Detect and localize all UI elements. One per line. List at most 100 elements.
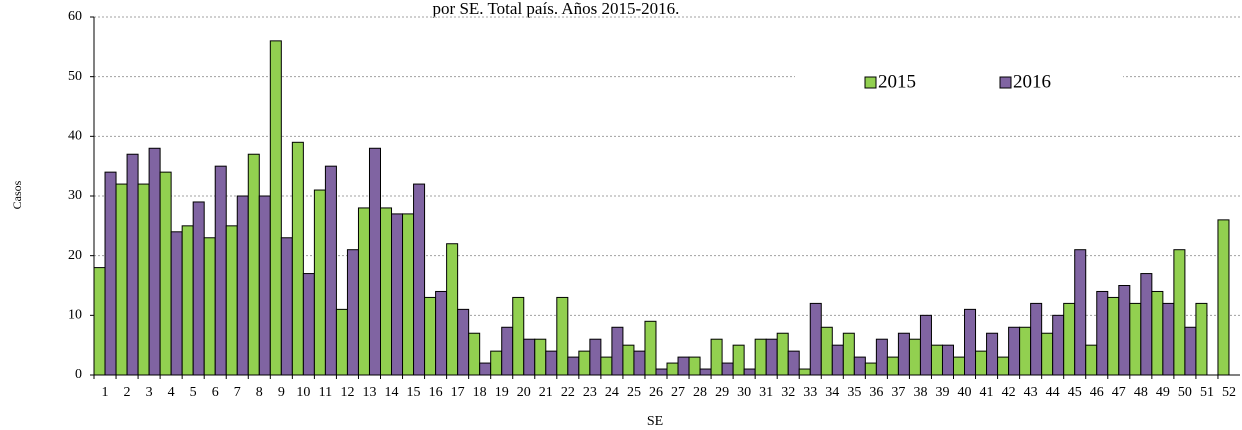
bar [688,356,701,376]
bar [545,350,558,376]
bar [765,338,778,376]
bar [964,308,977,376]
bar [622,344,635,376]
legend-box [795,66,1123,100]
bar [842,332,855,376]
bar [380,207,393,376]
x-tick-label: 39 [935,385,949,400]
bar [269,40,282,376]
bar [875,338,888,376]
x-tick-label: 51 [1200,385,1214,400]
bar [490,350,503,376]
x-tick-label: 29 [715,385,729,400]
bar [644,320,657,376]
x-tick-label: 32 [781,385,795,400]
bar [1151,290,1164,376]
x-tick-label: 49 [1156,385,1170,400]
x-tick-label: 52 [1222,385,1236,400]
x-tick-label: 50 [1178,385,1192,400]
bar [710,338,723,376]
bar [523,338,536,376]
bar [280,237,293,376]
bar [919,314,932,376]
bar [1162,302,1175,376]
bar [424,296,437,376]
bar [975,350,988,376]
bar [831,344,844,376]
bar [809,302,822,376]
y-tick-label: 10 [68,308,82,323]
x-tick-label: 12 [340,385,354,400]
bar [997,356,1010,376]
x-tick-label: 36 [869,385,883,400]
bar [798,368,811,376]
bar [1118,285,1131,376]
x-tick-label: 33 [803,385,817,400]
x-tick-label: 18 [473,385,487,400]
x-tick-label: 48 [1134,385,1148,400]
bar [1129,302,1142,376]
x-tick-label: 23 [583,385,597,400]
bar [930,344,943,376]
x-tick-label: 4 [168,385,175,400]
legend-label: 2016 [1013,71,1051,92]
x-tick-label: 2 [124,385,131,400]
bar [886,356,899,376]
bar [148,147,161,376]
bar [754,338,767,376]
bar [897,332,910,376]
bar [1074,249,1087,376]
x-tick-label: 5 [190,385,197,400]
bar [435,290,448,376]
bar [413,183,426,376]
x-tick-label: 31 [759,385,773,400]
bar [986,332,999,376]
x-tick-label: 38 [913,385,927,400]
y-tick-label: 60 [68,9,82,24]
y-tick-label: 20 [68,248,82,263]
bar [1173,249,1186,376]
x-tick-label: 44 [1046,385,1060,400]
x-tick-label: 10 [296,385,310,400]
x-tick-label: 24 [605,385,619,400]
x-tick-label: 14 [385,385,399,400]
x-tick-label: 15 [407,385,421,400]
bar [776,332,789,376]
bar [457,308,470,376]
bar [732,344,745,376]
x-tick-label: 27 [671,385,685,400]
legend-swatch [999,76,1012,89]
bar [1008,326,1021,376]
bar [556,296,569,376]
x-tick-label: 25 [627,385,641,400]
bar [534,338,547,376]
bar [677,356,690,376]
bar [666,362,679,376]
bar [203,237,216,376]
y-tick-label: 50 [68,69,82,84]
legend-swatch [864,76,877,89]
x-tick-label: 46 [1090,385,1104,400]
legend-label: 2015 [878,71,916,92]
bar [1019,326,1032,376]
bar [391,213,404,376]
bar [115,183,128,376]
bar [953,356,966,376]
bar [699,368,712,376]
bar [1085,344,1098,376]
bar [137,183,150,376]
bar [236,195,249,376]
bar [1052,314,1065,376]
x-axis-label: SE [647,414,663,429]
bar [589,338,602,376]
bar [291,141,304,376]
bar [1140,273,1153,376]
bar [302,273,315,376]
x-tick-label: 40 [958,385,972,400]
x-tick-label: 22 [561,385,575,400]
bar [743,368,756,376]
x-tick-label: 11 [319,385,332,400]
y-tick-label: 0 [75,367,82,382]
bar [159,171,172,376]
